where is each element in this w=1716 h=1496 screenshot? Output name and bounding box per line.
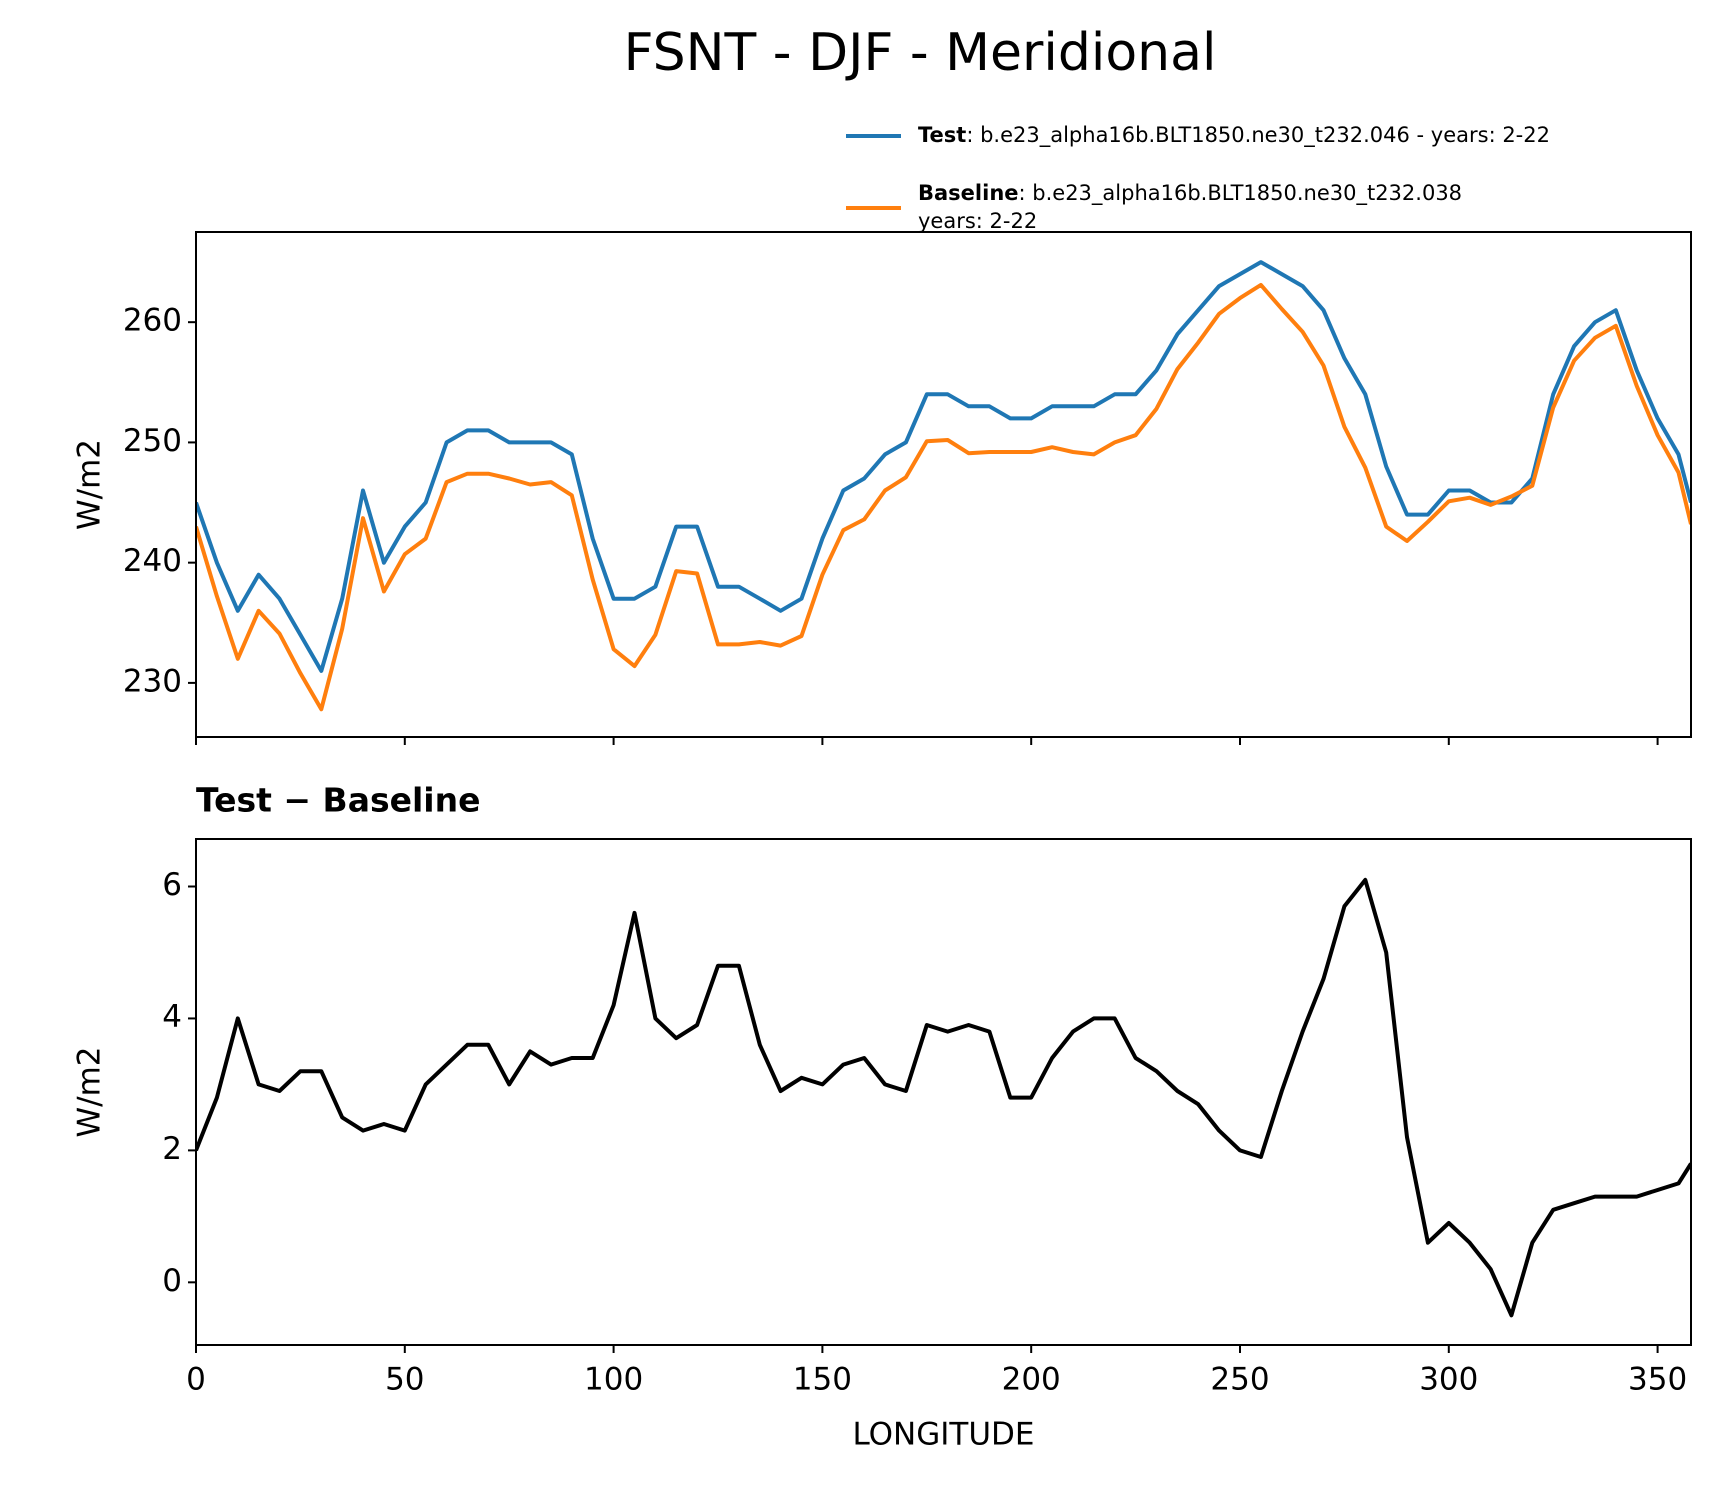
legend-description: : b.e23_alpha16b.BLT1850.ne30_t232.046 -… [966,123,1550,148]
axes-frame [195,231,1692,738]
x-tick-label: 100 [584,1362,643,1398]
y-axis-label: W/m2 [72,1046,108,1137]
x-tick-label: 300 [1419,1362,1478,1398]
x-tick-label: 0 [186,1362,206,1398]
x-tick-label: 150 [793,1362,852,1398]
y-tick-label: 240 [123,543,182,579]
subplot-title: Test − Baseline [196,781,481,820]
chart-title: FSNT - DJF - Meridional [624,23,1217,83]
x-axis-label: LONGITUDE [852,1417,1034,1453]
axes-frame [195,838,1692,1346]
x-tick-label: 350 [1628,1362,1687,1398]
line-series [196,260,1691,673]
legend-label: Baseline: b.e23_alpha16b.BLT1850.ne30_t2… [918,181,1462,233]
line-series [196,877,1691,1318]
y-tick-label: 6 [162,867,182,903]
x-tick-label: 250 [1210,1362,1269,1398]
legend-description: : b.e23_alpha16b.BLT1850.ne30_t232.038 [1019,181,1463,206]
y-axis-label: W/m2 [72,439,108,530]
y-tick-label: 2 [162,1131,182,1167]
y-tick-label: 260 [123,303,182,339]
legend-label: Test: b.e23_alpha16b.BLT1850.ne30_t232.0… [918,123,1550,148]
y-tick-label: 0 [162,1263,182,1299]
x-tick-label: 50 [385,1362,424,1398]
line-series [196,282,1691,712]
y-tick-label: 250 [123,423,182,459]
legend-name: Baseline [918,181,1019,205]
legend-name: Test [918,123,966,147]
legend-description: years: 2-22 [918,209,1037,233]
x-tick-label: 200 [1002,1362,1061,1398]
y-tick-label: 230 [123,663,182,699]
y-tick-label: 4 [162,999,182,1035]
